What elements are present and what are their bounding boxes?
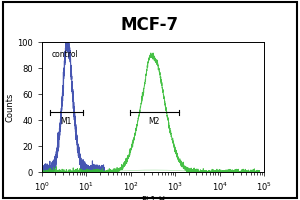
Text: control: control <box>52 50 79 59</box>
Text: MCF-7: MCF-7 <box>121 16 179 34</box>
Y-axis label: Counts: Counts <box>5 92 14 122</box>
Text: M2: M2 <box>148 117 160 126</box>
X-axis label: FL1-H: FL1-H <box>141 196 165 200</box>
Text: M1: M1 <box>61 117 72 126</box>
